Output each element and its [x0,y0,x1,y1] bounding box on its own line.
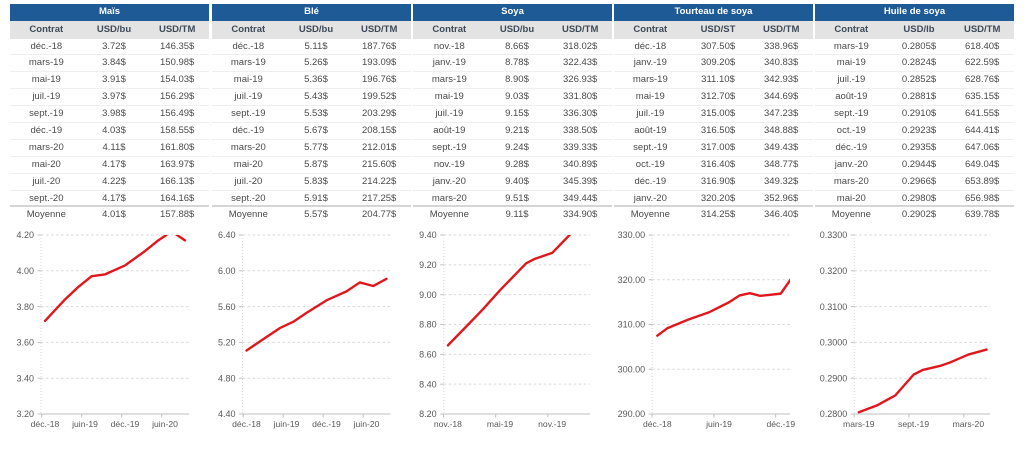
svg-text:3.80: 3.80 [16,302,34,312]
svg-text:mars-20: mars-20 [953,419,985,429]
svg-text:juin-20: juin-20 [353,419,380,429]
svg-text:0.3300: 0.3300 [820,230,848,240]
svg-text:mars-19: mars-19 [843,419,875,429]
svg-text:4.80: 4.80 [218,373,236,383]
svg-text:6.00: 6.00 [218,266,236,276]
svg-text:juin-19: juin-19 [705,419,732,429]
svg-text:3.60: 3.60 [16,338,34,348]
svg-text:déc.-19: déc.-19 [312,419,341,429]
svg-text:déc.-18: déc.-18 [643,419,672,429]
svg-text:320.00: 320.00 [618,275,646,285]
svg-text:8.80: 8.80 [419,320,437,330]
svg-text:9.20: 9.20 [419,260,437,270]
svg-text:0.3000: 0.3000 [820,338,848,348]
svg-text:9.00: 9.00 [419,290,437,300]
svg-text:300.00: 300.00 [618,364,646,374]
svg-text:8.60: 8.60 [419,350,437,360]
svg-text:nov.-19: nov.-19 [538,419,566,429]
svg-text:0.2800: 0.2800 [820,409,848,419]
svg-text:juin-19: juin-19 [273,419,300,429]
svg-text:9.40: 9.40 [419,230,437,240]
svg-text:5.60: 5.60 [218,302,236,312]
svg-text:310.00: 310.00 [618,320,646,330]
svg-text:0.3100: 0.3100 [820,302,848,312]
svg-text:5.20: 5.20 [218,338,236,348]
svg-text:4.20: 4.20 [16,230,34,240]
svg-text:0.2900: 0.2900 [820,373,848,383]
svg-text:330.00: 330.00 [618,230,646,240]
svg-text:0.3200: 0.3200 [820,266,848,276]
svg-text:sept.-19: sept.-19 [898,419,929,429]
svg-text:mai-19: mai-19 [487,419,513,429]
svg-text:8.20: 8.20 [419,409,437,419]
svg-text:déc.-19: déc.-19 [111,419,140,429]
svg-text:déc.-19: déc.-19 [766,419,795,429]
svg-text:nov.-18: nov.-18 [434,419,462,429]
svg-text:3.20: 3.20 [16,409,34,419]
svg-text:8.40: 8.40 [419,379,437,389]
svg-text:4.00: 4.00 [16,266,34,276]
svg-text:déc.-18: déc.-18 [232,419,261,429]
svg-text:juin-19: juin-19 [71,419,98,429]
svg-text:juin-20: juin-20 [151,419,178,429]
svg-text:290.00: 290.00 [618,409,646,419]
svg-text:déc.-18: déc.-18 [31,419,60,429]
svg-text:4.40: 4.40 [218,409,236,419]
svg-text:3.40: 3.40 [16,373,34,383]
svg-text:6.40: 6.40 [218,230,236,240]
